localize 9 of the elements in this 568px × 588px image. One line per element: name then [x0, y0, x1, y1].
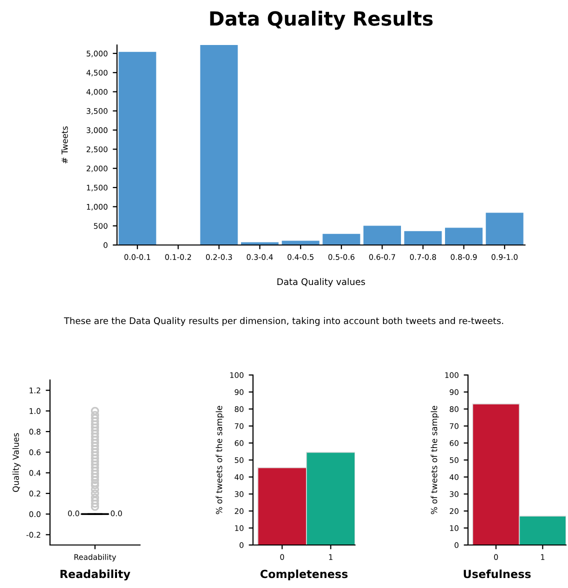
y-axis-title: Quality Values: [12, 433, 21, 492]
text: Usefulness: [464, 570, 531, 578]
x-axis-title: Data Quality values: [277, 278, 366, 287]
y-axis-title: % of tweets of the sample: [430, 406, 439, 514]
text: Completeness: [260, 570, 348, 580]
y-axis-title: # Tweets: [62, 126, 68, 164]
text: These are the Data Quality results per dimension, taking into account both tweets and re-tweets.: [64, 317, 504, 326]
chart-title: Data Quality Results: [210, 10, 433, 30]
y-axis-title: % of tweets of the sample: [216, 406, 224, 514]
